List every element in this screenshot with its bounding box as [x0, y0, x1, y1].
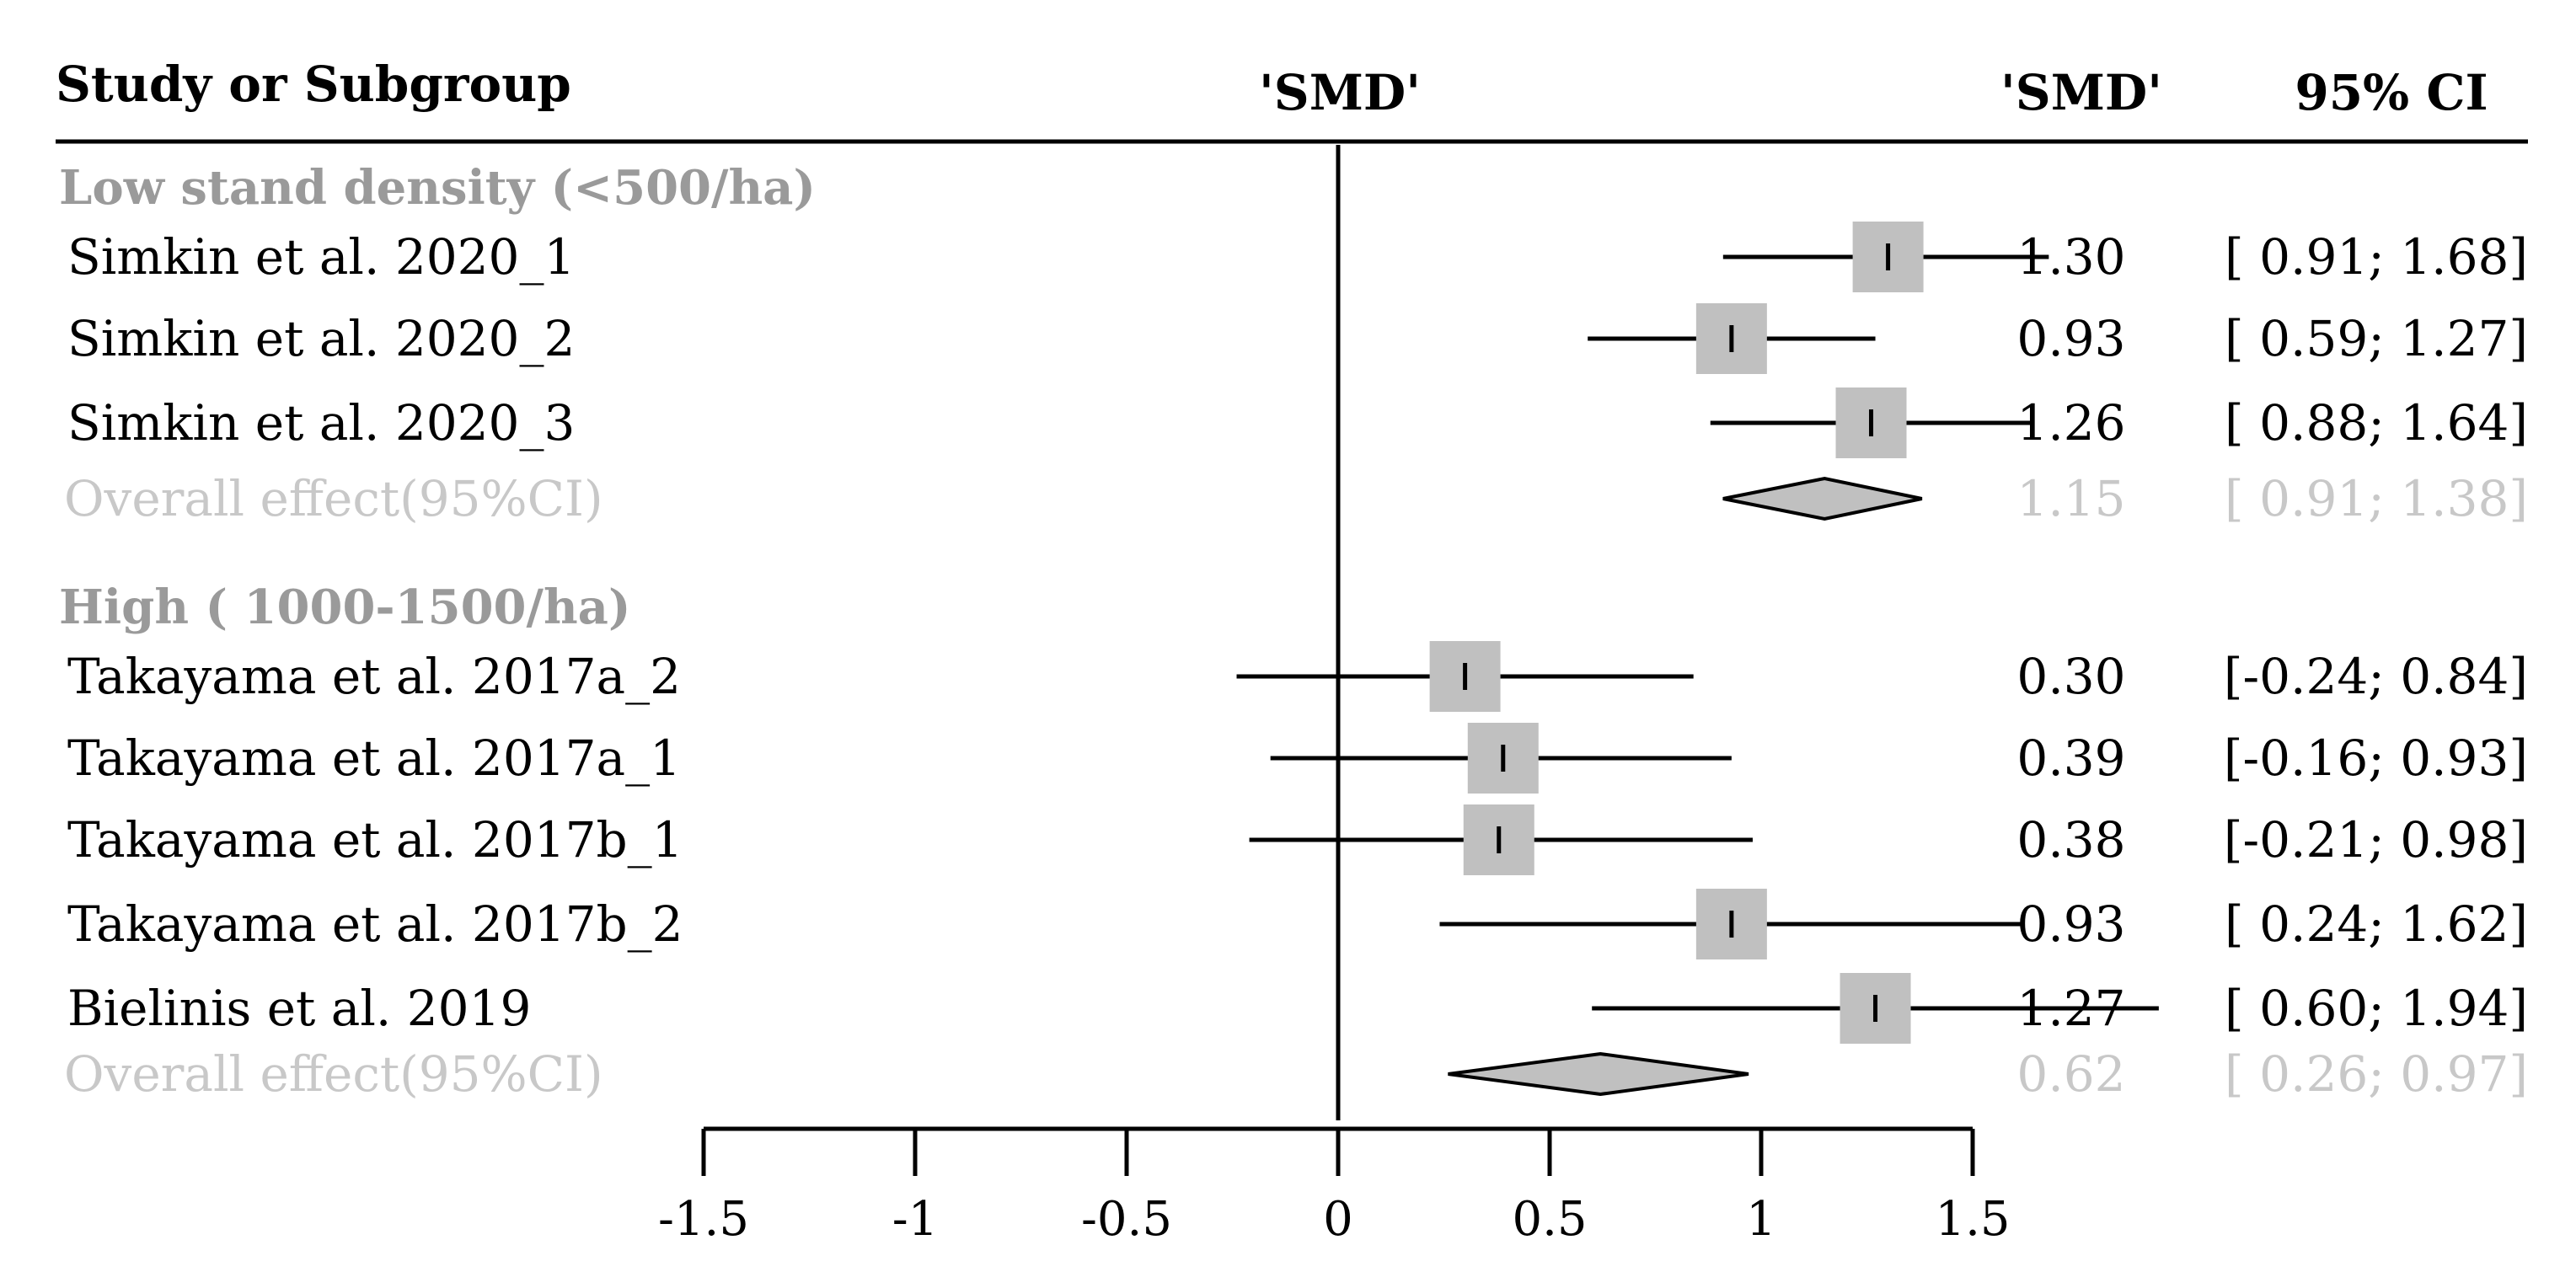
header-smd: 'SMD': [2000, 64, 2162, 121]
study-label: Bielinis et al. 2019: [67, 980, 531, 1037]
overall-smd-value: 1.15: [2016, 470, 2125, 527]
study-label: Simkin et al. 2020_3: [67, 394, 575, 452]
smd-value: 0.30: [2016, 648, 2125, 705]
study-label: Takayama et al. 2017a_1: [67, 730, 681, 787]
header-plot-smd: 'SMD': [1259, 64, 1421, 121]
study-label: Takayama et al. 2017a_2: [67, 648, 681, 705]
x-tick-label: 1: [1746, 1192, 1776, 1247]
overall-effect-label: Overall effect(95%CI): [64, 1045, 603, 1103]
overall-diamond: [1722, 476, 1923, 521]
smd-value: 0.39: [2016, 730, 2125, 787]
x-tick-label: -0.5: [1081, 1192, 1172, 1247]
overall-ci-value: [ 0.91; 1.38]: [2225, 470, 2528, 527]
x-tick-label: 0.5: [1512, 1192, 1587, 1247]
smd-value: 0.93: [2016, 310, 2125, 367]
smd-value: 1.26: [2016, 394, 2125, 452]
ci-value: [-0.24; 0.84]: [2224, 648, 2528, 705]
ci-value: [ 0.24; 1.62]: [2225, 895, 2528, 953]
smd-value: 0.93: [2016, 895, 2125, 953]
x-tick-label: -1: [892, 1192, 939, 1247]
x-tick-label: 1.5: [1935, 1192, 2010, 1247]
study-label: Simkin et al. 2020_1: [67, 228, 575, 286]
header-ci: 95% CI: [2295, 64, 2488, 121]
overall-effect-label: Overall effect(95%CI): [64, 470, 603, 527]
study-label: Takayama et al. 2017b_2: [67, 895, 683, 953]
x-tick-label: 0: [1323, 1192, 1353, 1247]
ci-value: [ 0.60; 1.94]: [2225, 980, 2528, 1037]
overall-diamond: [1448, 1051, 1749, 1097]
study-label: Takayama et al. 2017b_1: [67, 811, 683, 868]
subgroup-label: Low stand density (<500/ha): [59, 160, 816, 216]
header-study: Study or Subgroup: [56, 56, 571, 113]
x-axis: -1.5 -1 -0.5 0 0.5 1 1.5: [658, 1126, 2011, 1247]
forest-rows: Low stand density (<500/ha) Simkin et al.…: [59, 145, 2528, 1120]
ci-value: [-0.16; 0.93]: [2224, 730, 2528, 787]
smd-value: 1.27: [2016, 980, 2125, 1037]
x-tick-label: -1.5: [658, 1192, 749, 1247]
subgroup-label: High ( 1000-1500/ha): [59, 580, 630, 635]
ci-value: [-0.21; 0.98]: [2224, 811, 2528, 868]
smd-value: 1.30: [2016, 228, 2125, 286]
study-label: Simkin et al. 2020_2: [67, 310, 575, 367]
ci-value: [ 0.88; 1.64]: [2225, 394, 2528, 452]
smd-value: 0.38: [2016, 811, 2125, 868]
overall-ci-value: [ 0.26; 0.97]: [2225, 1045, 2528, 1103]
overall-smd-value: 0.62: [2016, 1045, 2125, 1103]
ci-value: [ 0.59; 1.27]: [2225, 310, 2528, 367]
ci-value: [ 0.91; 1.68]: [2225, 228, 2528, 286]
